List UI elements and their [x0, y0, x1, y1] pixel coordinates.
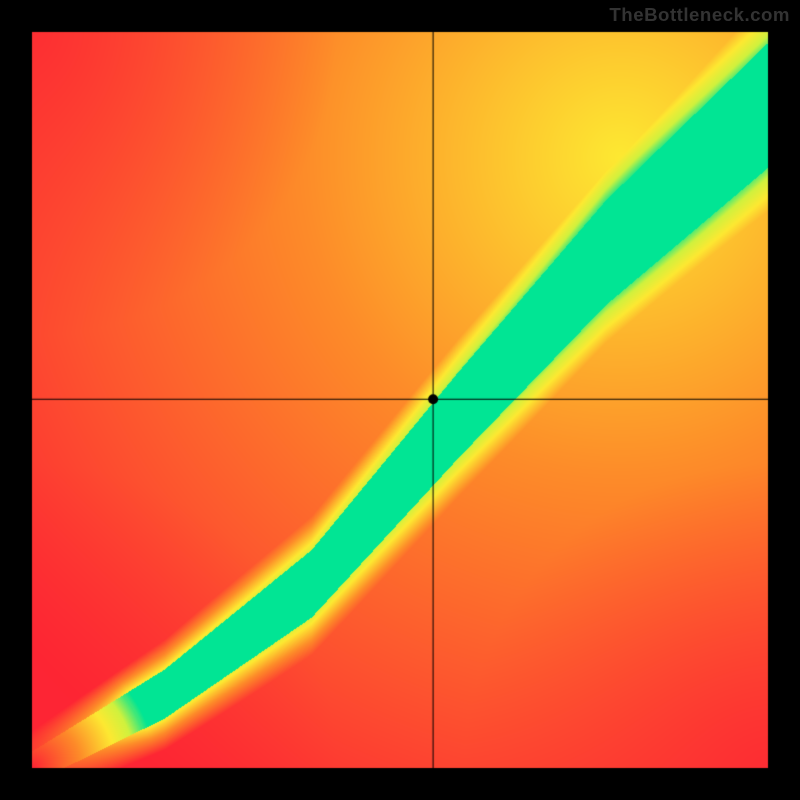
bottleneck-heatmap-canvas: [0, 0, 800, 800]
chart-container: TheBottleneck.com: [0, 0, 800, 800]
watermark-text: TheBottleneck.com: [609, 4, 790, 26]
